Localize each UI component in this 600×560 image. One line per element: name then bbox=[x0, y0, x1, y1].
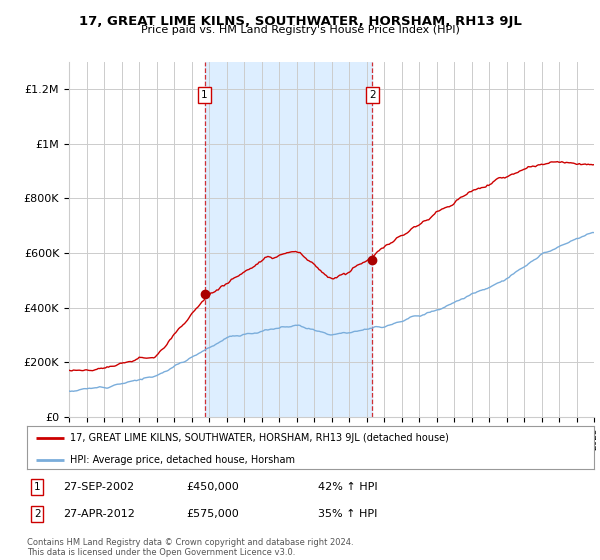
Text: £575,000: £575,000 bbox=[186, 509, 239, 519]
Text: Price paid vs. HM Land Registry's House Price Index (HPI): Price paid vs. HM Land Registry's House … bbox=[140, 25, 460, 35]
Text: 2: 2 bbox=[369, 90, 376, 100]
Text: 1: 1 bbox=[202, 90, 208, 100]
Text: 42% ↑ HPI: 42% ↑ HPI bbox=[318, 482, 377, 492]
Text: Contains HM Land Registry data © Crown copyright and database right 2024.
This d: Contains HM Land Registry data © Crown c… bbox=[27, 538, 353, 557]
Text: 17, GREAT LIME KILNS, SOUTHWATER, HORSHAM, RH13 9JL (detached house): 17, GREAT LIME KILNS, SOUTHWATER, HORSHA… bbox=[70, 433, 448, 443]
Text: £450,000: £450,000 bbox=[186, 482, 239, 492]
Text: 27-SEP-2002: 27-SEP-2002 bbox=[63, 482, 134, 492]
Text: 17, GREAT LIME KILNS, SOUTHWATER, HORSHAM, RH13 9JL: 17, GREAT LIME KILNS, SOUTHWATER, HORSHA… bbox=[79, 15, 521, 27]
Text: 2: 2 bbox=[34, 509, 41, 519]
Text: 35% ↑ HPI: 35% ↑ HPI bbox=[318, 509, 377, 519]
Text: 1: 1 bbox=[34, 482, 41, 492]
Text: HPI: Average price, detached house, Horsham: HPI: Average price, detached house, Hors… bbox=[70, 455, 295, 465]
Bar bbox=[205, 62, 372, 417]
Text: 27-APR-2012: 27-APR-2012 bbox=[63, 509, 135, 519]
